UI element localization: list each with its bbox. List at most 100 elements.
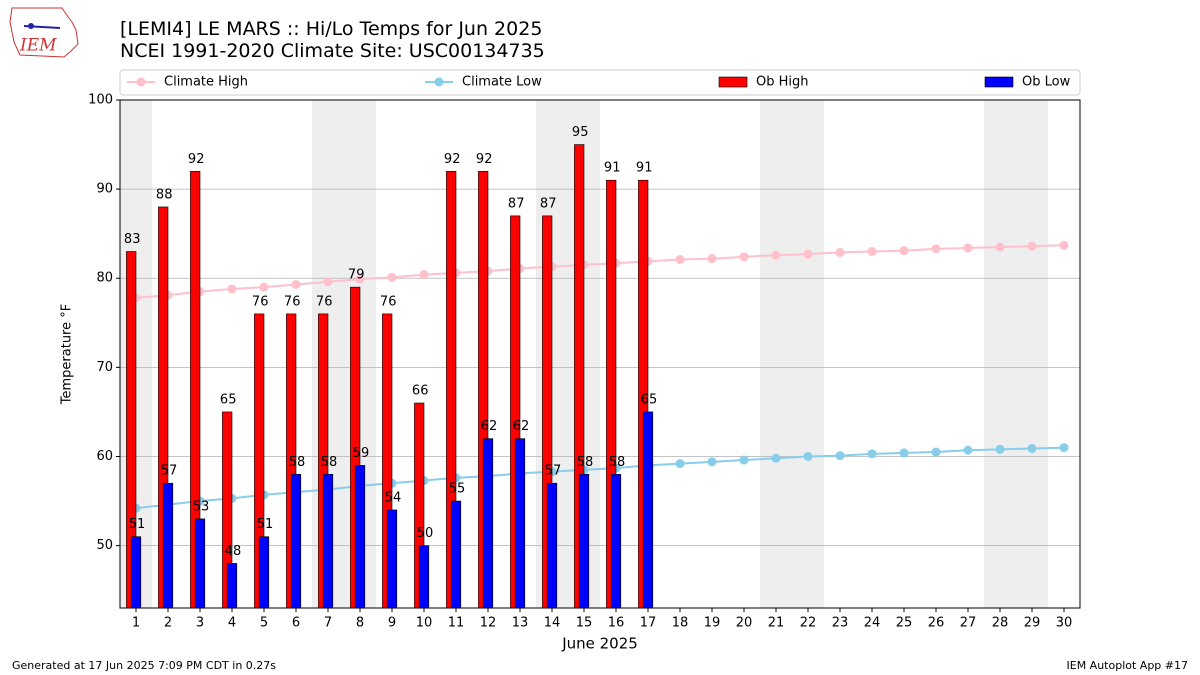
- data-label: 92: [188, 152, 205, 167]
- line-point: [387, 272, 397, 282]
- bar: [450, 500, 462, 609]
- weekend-shade: [984, 100, 1016, 608]
- bar: [482, 438, 494, 609]
- bar: [162, 482, 174, 609]
- x-tick-label: 11: [448, 616, 465, 631]
- line-point: [963, 445, 973, 455]
- chart-subtitle: NCEI 1991-2020 Climate Site: USC00134735: [120, 40, 545, 62]
- line-point: [995, 242, 1005, 252]
- bar: [610, 474, 622, 609]
- x-tick-label: 28: [992, 616, 1009, 631]
- data-label: 65: [641, 392, 658, 407]
- data-label: 48: [225, 544, 242, 559]
- legend-marker: [434, 77, 444, 87]
- line-point: [419, 270, 429, 280]
- bar: [546, 482, 558, 609]
- line-point: [739, 252, 749, 262]
- line-point: [995, 444, 1005, 454]
- data-label: 51: [129, 517, 146, 532]
- bar: [258, 536, 270, 609]
- x-tick-label: 19: [704, 616, 721, 631]
- x-tick-label: 13: [512, 616, 529, 631]
- legend-swatch: [718, 76, 748, 88]
- legend-label: Ob Low: [1022, 75, 1071, 90]
- line-point: [899, 448, 909, 458]
- data-label: 62: [513, 419, 530, 434]
- x-tick-label: 21: [768, 616, 785, 631]
- data-label: 50: [417, 526, 434, 541]
- logo: IEM: [9, 7, 79, 58]
- data-label: 87: [540, 196, 557, 211]
- data-label: 76: [284, 294, 301, 309]
- data-label: 59: [353, 446, 370, 461]
- x-axis-label: June 2025: [561, 635, 638, 653]
- logo-text: IEM: [19, 36, 57, 56]
- legend-label: Climate High: [164, 75, 248, 90]
- line-point: [675, 459, 685, 469]
- climate-line: [135, 244, 1065, 299]
- line-point: [739, 455, 749, 465]
- line-point: [355, 274, 365, 284]
- y-tick-label: 70: [96, 360, 113, 375]
- data-label: 57: [161, 464, 178, 479]
- data-label: 91: [636, 161, 653, 176]
- weekend-shade: [1016, 100, 1048, 608]
- data-label: 58: [609, 455, 626, 470]
- line-point: [835, 451, 845, 461]
- data-label: 95: [572, 125, 589, 140]
- line-point: [707, 254, 717, 264]
- line-point: [867, 247, 877, 257]
- legend-marker: [136, 77, 146, 87]
- bar: [514, 438, 526, 609]
- data-label: 76: [380, 294, 397, 309]
- x-tick-label: 8: [356, 616, 364, 631]
- y-tick-label: 50: [96, 538, 113, 553]
- x-tick-label: 9: [388, 616, 396, 631]
- line-point: [291, 279, 301, 289]
- weekend-shade: [792, 100, 824, 608]
- x-tick-label: 5: [260, 616, 268, 631]
- data-label: 51: [257, 517, 274, 532]
- x-tick-label: 25: [896, 616, 913, 631]
- x-tick-label: 29: [1024, 616, 1041, 631]
- data-label: 58: [577, 455, 594, 470]
- line-point: [771, 250, 781, 260]
- y-tick-label: 60: [96, 449, 113, 464]
- line-point: [931, 244, 941, 254]
- y-tick-label: 100: [88, 93, 113, 108]
- bar: [194, 518, 206, 609]
- line-point: [963, 243, 973, 253]
- data-label: 76: [316, 294, 333, 309]
- x-tick-label: 10: [416, 616, 433, 631]
- x-tick-label: 16: [608, 616, 625, 631]
- bar: [386, 509, 398, 609]
- data-label: 58: [289, 455, 306, 470]
- bar: [642, 411, 654, 609]
- line-point: [803, 249, 813, 259]
- footer-left: Generated at 17 Jun 2025 7:09 PM CDT in …: [12, 659, 276, 672]
- data-label: 88: [156, 187, 173, 202]
- bar: [130, 536, 142, 609]
- line-point: [1059, 443, 1069, 453]
- data-label: 55: [449, 482, 466, 497]
- x-tick-label: 4: [228, 616, 236, 631]
- data-label: 92: [444, 152, 461, 167]
- bar: [578, 474, 590, 609]
- bar: [290, 474, 302, 609]
- line-point: [1027, 241, 1037, 251]
- legend-swatch: [984, 76, 1014, 88]
- x-tick-label: 30: [1056, 616, 1073, 631]
- bar: [226, 563, 238, 609]
- x-tick-label: 12: [480, 616, 497, 631]
- y-tick-label: 90: [96, 182, 113, 197]
- line-point: [867, 449, 877, 459]
- footer-right: IEM Autoplot App #17: [1067, 659, 1189, 672]
- data-label: 79: [348, 268, 365, 283]
- line-point: [227, 284, 237, 294]
- line-point: [835, 247, 845, 257]
- bar: [354, 465, 366, 609]
- x-tick-label: 6: [292, 616, 300, 631]
- data-label: 62: [481, 419, 498, 434]
- bar: [418, 545, 430, 609]
- data-label: 76: [252, 294, 269, 309]
